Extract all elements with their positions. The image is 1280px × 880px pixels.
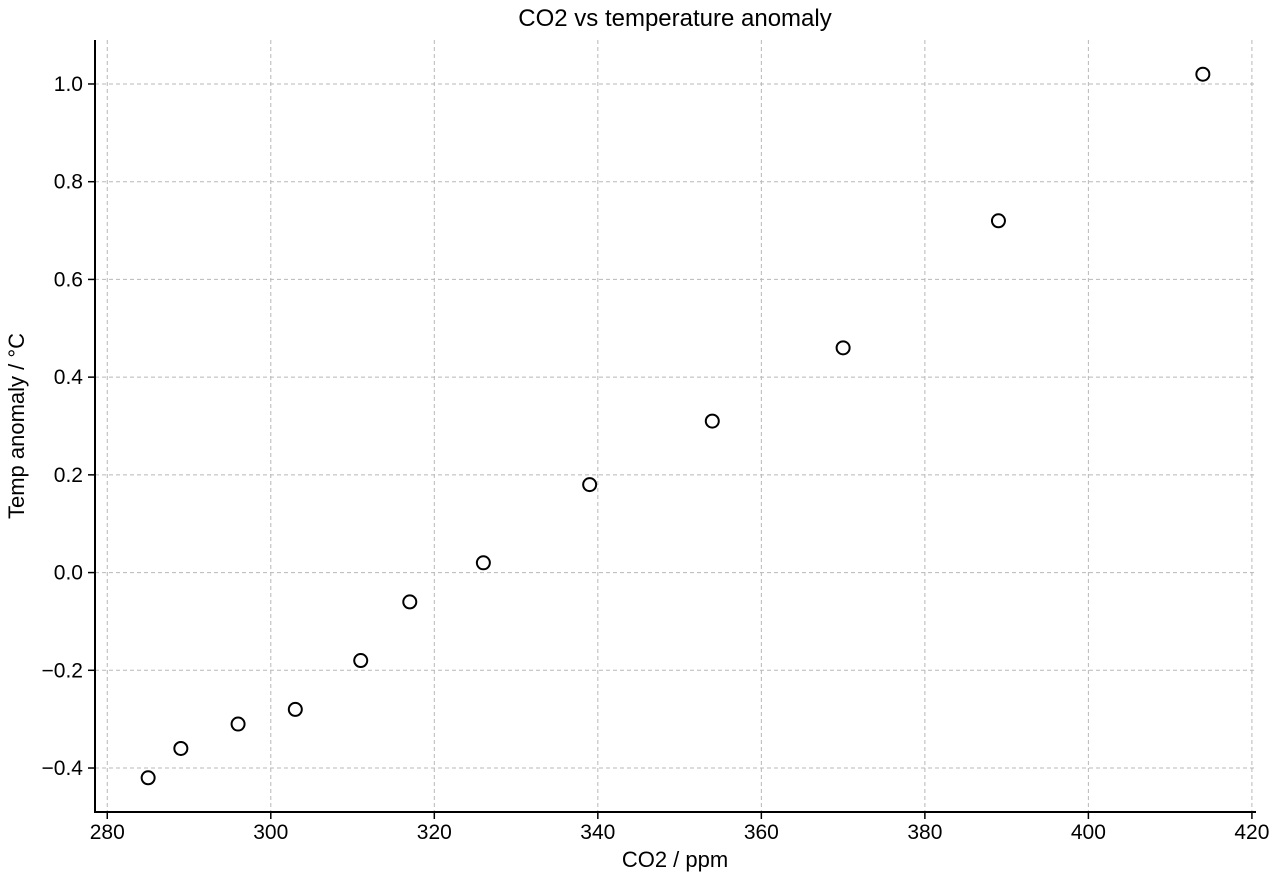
x-tick-label: 340 — [580, 821, 615, 844]
data-point — [353, 653, 369, 669]
x-axis-label: CO2 / ppm — [622, 847, 728, 872]
data-point — [173, 740, 189, 756]
data-point — [990, 213, 1006, 229]
y-tick-label: 1.0 — [54, 73, 83, 96]
data-point — [704, 413, 720, 429]
data-point — [402, 594, 418, 610]
y-tick-label: 0.0 — [54, 562, 83, 585]
points-layer — [140, 66, 1211, 786]
data-point — [835, 340, 851, 356]
x-tick-label: 280 — [90, 821, 125, 844]
x-tick-label: 420 — [1234, 821, 1269, 844]
x-tick-label: 360 — [744, 821, 779, 844]
axes-layer — [94, 40, 1256, 813]
data-point — [1195, 66, 1211, 82]
data-point — [287, 701, 303, 717]
x-tick-label: 320 — [417, 821, 452, 844]
x-tick-label: 400 — [1071, 821, 1106, 844]
y-tick-label: 0.4 — [54, 366, 84, 389]
chart-title: CO2 vs temperature anomaly — [518, 5, 831, 32]
y-tick-label: −0.4 — [42, 757, 84, 780]
data-point — [475, 555, 491, 571]
data-point — [230, 716, 246, 732]
grid-layer — [95, 40, 1256, 812]
y-axis-label: Temp anomaly / °C — [4, 333, 29, 519]
data-point — [140, 770, 156, 786]
y-tick-label: 0.6 — [54, 268, 83, 291]
data-point — [582, 477, 598, 493]
y-tick-label: 0.2 — [54, 464, 83, 487]
y-tick-label: −0.2 — [42, 659, 83, 682]
y-tick-label: 0.8 — [54, 171, 83, 194]
x-tick-label: 380 — [907, 821, 942, 844]
ticks-layer: 280 300 320 340 360 380 400 420 −0.4 −0.2 0.0 0.2 0.… — [42, 73, 1270, 844]
x-tick-label: 300 — [253, 821, 288, 844]
